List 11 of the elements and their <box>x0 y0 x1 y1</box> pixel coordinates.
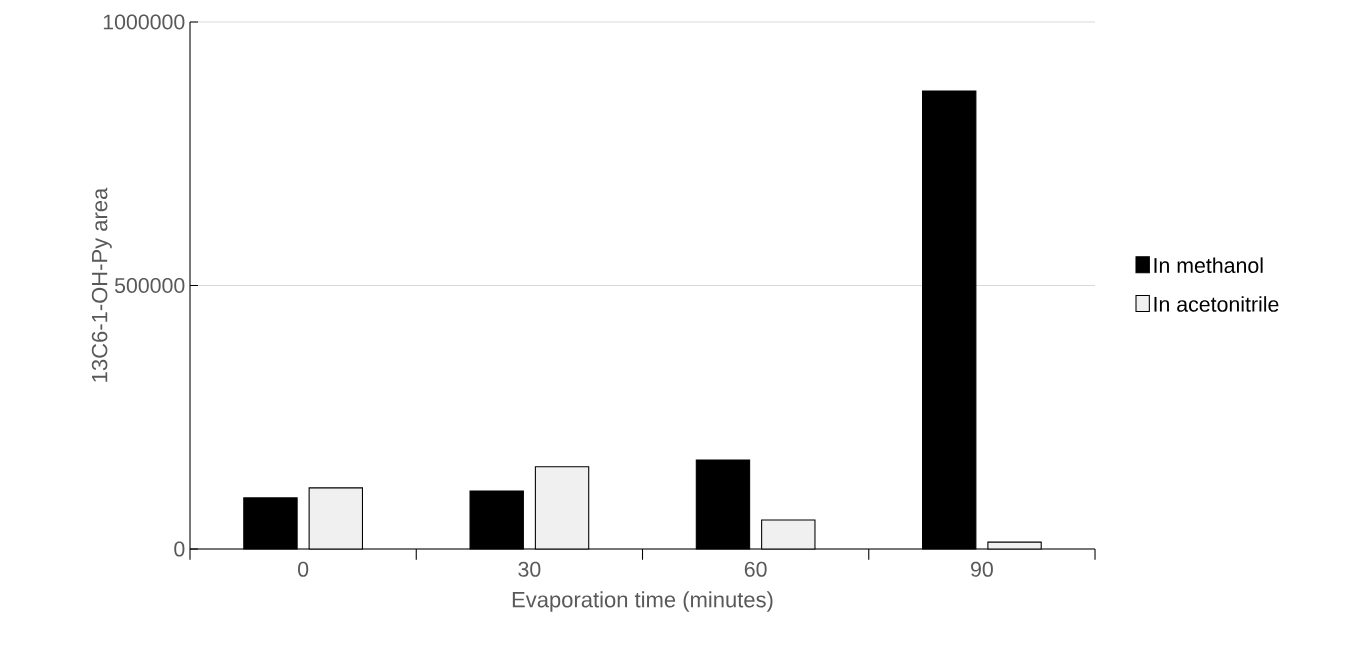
y-tick-label: 0 <box>174 541 185 557</box>
legend-label: In acetonitrile <box>1154 296 1279 312</box>
legend-label: In methanol <box>1154 257 1263 274</box>
x-tick-label: 0 <box>298 561 309 577</box>
y-tick-label: 1000000 <box>103 14 185 30</box>
x-axis-title: Evaporation time (minutes) <box>512 591 773 612</box>
x-tick-label: 30 <box>518 561 541 577</box>
y-tick-label: 500000 <box>114 277 185 294</box>
x-tick-label: 60 <box>744 561 767 577</box>
x-tick-label: 90 <box>971 561 993 577</box>
y-axis-title: 13C6-1-OH-Py area <box>91 187 112 382</box>
